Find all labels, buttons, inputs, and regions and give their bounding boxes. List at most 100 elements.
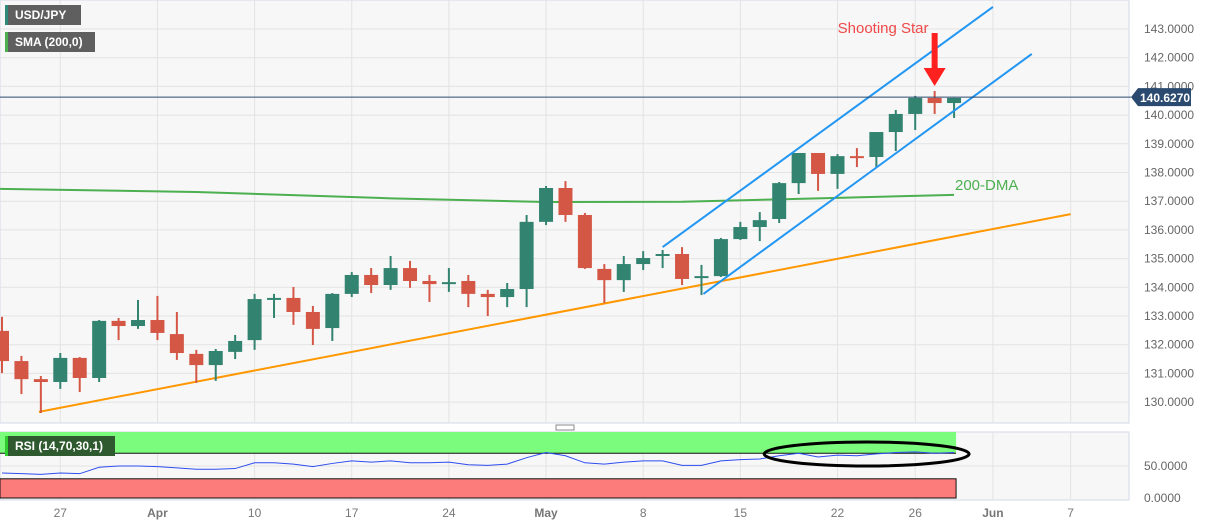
candle [480,289,495,316]
candle [228,334,243,360]
time-tick-label: 26 [909,506,923,520]
candle-body [713,239,728,277]
candle-body [344,274,359,294]
time-tick-label: 24 [442,506,456,520]
candle-body [461,280,476,294]
down-arrow-icon [931,33,938,69]
candle-body [519,221,534,290]
candle-body [53,357,68,383]
candle [713,237,728,277]
candle-body [655,254,670,257]
candle-body [247,299,262,341]
overbought-zone [0,432,957,454]
candle-body [169,334,184,354]
candle [441,268,456,292]
candle [189,349,204,383]
candle-body [33,379,48,383]
rsi-line [1,451,955,475]
candle-body [72,357,87,378]
price-tick-label: 136.0000 [1144,223,1194,237]
candle [772,181,787,224]
price-tick-label: 137.0000 [1144,194,1194,208]
price-tick-label: 139.0000 [1144,137,1194,151]
candle [247,293,262,350]
candle [675,247,690,286]
candle [72,357,87,393]
candle-body [383,268,398,286]
candle [869,132,884,168]
shooting-star-label: Shooting Star [838,20,929,37]
symbol-legend[interactable]: USD/JPY [5,5,81,25]
candle [111,318,126,341]
price-tick-label: 138.0000 [1144,166,1194,180]
rsi-tick-label: 0.0000 [1144,491,1181,505]
candle [500,282,515,308]
candle [150,295,165,341]
candle-body [131,320,146,327]
sma-legend[interactable]: SMA (200,0) [5,32,95,52]
time-tick-label: 17 [345,506,359,520]
price-tick-label: 131.0000 [1144,366,1194,380]
candle-body [14,361,29,380]
candle-body [325,293,340,329]
time-tick-label: May [534,506,558,520]
candle-body [811,152,826,174]
panel-resize-handle[interactable] [555,424,575,431]
candle-body [927,97,942,104]
candle [927,90,942,114]
candle [694,264,709,296]
candle [733,221,748,240]
candle-body [558,187,573,215]
candle [655,249,670,269]
candle [383,256,398,290]
candle [830,154,845,189]
candle-body [772,183,787,219]
candle [169,311,184,360]
candle [422,274,437,302]
candle [53,353,68,389]
candle [461,274,476,308]
candle-body [500,289,515,298]
candle [539,185,554,226]
price-tick-label: 135.0000 [1144,252,1194,266]
candle [597,264,612,304]
time-tick-label: 27 [54,506,68,520]
channel-upper-line [662,6,994,248]
candle [286,287,301,325]
candle-body [869,132,884,158]
candle-body [286,297,301,312]
candle-body [208,351,223,366]
candle-body [616,264,631,281]
candle [558,181,573,222]
price-tick-label: 143.0000 [1144,22,1194,36]
candle-body [305,311,320,329]
candle-body [364,274,379,286]
rsi-legend[interactable]: RSI (14,70,30,1) [5,436,115,456]
down-arrow-head-icon [923,68,946,86]
time-tick-label: Jun [982,506,1003,520]
time-tick-label: 15 [734,506,748,520]
time-tick-label: 8 [640,506,647,520]
candle-body [636,258,651,265]
candle-body [694,276,709,279]
time-tick-label: 7 [1067,506,1074,520]
price-tick-label: 130.0000 [1144,395,1194,409]
candle [208,349,223,381]
candle-body [403,268,418,281]
rsi-highlight-ellipse [762,440,971,468]
candle-body [752,220,767,228]
candle [92,320,107,383]
candle-body [267,297,282,300]
candle-body [908,97,923,114]
candle [908,95,923,131]
candle [616,256,631,292]
candle [636,251,651,271]
candle [364,268,379,294]
candle [267,293,282,319]
candle [305,305,320,345]
candle [888,109,903,151]
price-tick-label: 134.0000 [1144,280,1194,294]
candle [519,214,534,308]
candle-body [0,330,9,362]
